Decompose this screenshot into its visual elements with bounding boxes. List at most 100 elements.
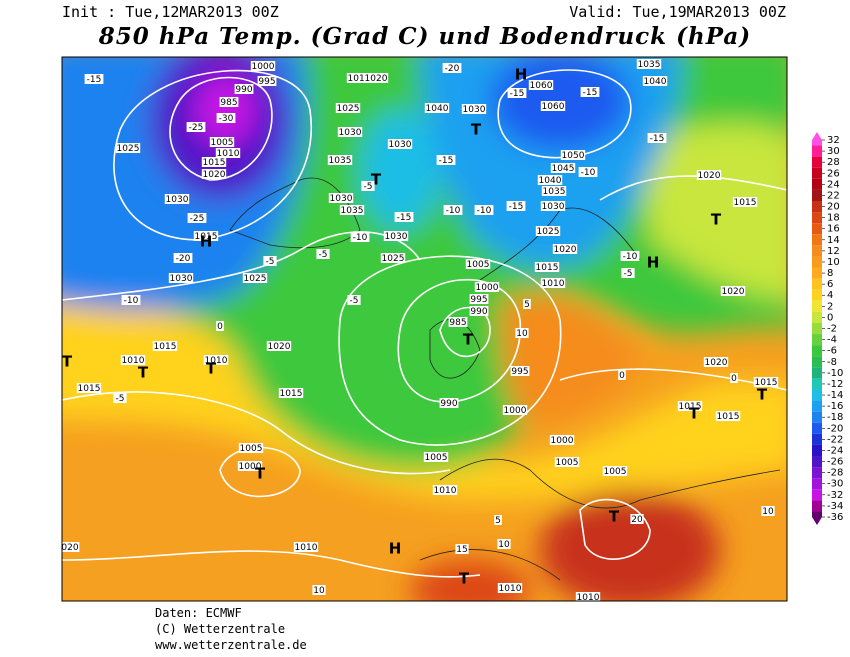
contour-label: -20	[445, 64, 460, 74]
label-box	[465, 259, 491, 269]
scale-swatch	[812, 311, 822, 323]
pressure-center-letter: T	[757, 386, 768, 404]
scale-tick-label: 16	[827, 224, 840, 235]
contour-label: 1030	[463, 105, 486, 115]
scale-swatch	[812, 511, 822, 517]
contour-label: 1035	[341, 206, 364, 216]
scale-tick-label: 14	[827, 235, 840, 246]
map-frame	[61, 56, 788, 602]
scale-swatch	[812, 267, 822, 279]
scale-tick-label: -2	[827, 324, 837, 335]
label-box	[84, 74, 104, 84]
label-box	[730, 373, 738, 383]
label-box	[506, 201, 526, 211]
label-box	[266, 341, 292, 351]
contour-label: 1015	[755, 378, 778, 388]
contour-label: -20	[176, 254, 191, 264]
label-box	[540, 278, 566, 288]
label-box	[216, 113, 236, 123]
scale-tick-label: -20	[827, 423, 843, 434]
pressure-center-letter: T	[459, 570, 470, 588]
contour-label: 1000	[252, 62, 275, 72]
contour-label: 1025	[382, 254, 405, 264]
scale-tick-label: -22	[827, 434, 843, 445]
map-area: 1000995990985-25-30100510101015102010251…	[62, 57, 787, 601]
label-box	[387, 139, 413, 149]
color-scale: 32302826242220181614121086420-2-4-6-8-10…	[812, 132, 843, 525]
label-box	[549, 435, 575, 445]
contour-label: 1000	[239, 462, 262, 472]
contour-label: 10	[762, 507, 774, 517]
contour-label: -15	[87, 75, 102, 85]
copyright: (C) Wetterzentrale	[155, 622, 285, 636]
label-box	[621, 268, 635, 278]
contour-label: 1010	[295, 543, 318, 553]
contour-label: 1020	[203, 170, 226, 180]
label-box	[347, 295, 361, 305]
contour-label: -15	[439, 156, 454, 166]
contour-label: 1030	[389, 140, 412, 150]
label-box	[761, 506, 775, 516]
label-box	[278, 388, 304, 398]
contour-label: -5	[364, 182, 373, 192]
label-box	[642, 76, 668, 86]
label-box	[534, 262, 560, 272]
label-box	[541, 186, 567, 196]
label-box	[62, 542, 80, 552]
contour-label: 1040	[644, 77, 667, 87]
contour-label: 1030	[330, 194, 353, 204]
label-box	[201, 157, 227, 167]
scale-tick-label: 22	[827, 190, 840, 201]
contour-label: -10	[124, 296, 139, 306]
label-box	[215, 148, 241, 158]
label-box	[312, 585, 326, 595]
label-box	[469, 306, 489, 316]
contour-label: 10	[498, 540, 510, 550]
label-box	[602, 466, 628, 476]
contour-label: 1015	[195, 232, 218, 242]
contour-label: -15	[650, 134, 665, 144]
pressure-center-letter: T	[609, 508, 620, 526]
contour-label: -10	[581, 168, 596, 178]
contour-label: 1010	[217, 149, 240, 159]
pressure-center-letter: T	[206, 360, 217, 378]
label-box	[550, 163, 576, 173]
label-box	[620, 251, 640, 261]
contour-label: 0	[217, 322, 223, 332]
pressure-center-letter: T	[371, 171, 382, 189]
label-box	[696, 170, 722, 180]
label-box	[234, 84, 254, 94]
scale-tick-label: 10	[827, 257, 840, 268]
contour-label: 1000	[476, 283, 499, 293]
scale-tick-label: -36	[827, 512, 843, 523]
label-box	[115, 143, 141, 153]
contour-label: 10	[313, 586, 325, 596]
scale-swatch	[812, 334, 822, 346]
label-box	[316, 249, 330, 259]
pressure-center-letter: T	[255, 465, 266, 483]
scale-tick-label: 30	[827, 146, 840, 157]
label-box	[439, 398, 459, 408]
pressure-center-letter: T	[689, 405, 700, 423]
contour-label: 1015	[536, 263, 559, 273]
label-box	[339, 205, 365, 215]
label-box	[328, 193, 354, 203]
contour-label: 5	[495, 516, 501, 526]
label-box	[497, 583, 523, 593]
label-box	[168, 273, 194, 283]
label-box	[436, 155, 456, 165]
contour-label: 1005	[467, 260, 490, 270]
label-box	[209, 137, 235, 147]
contour-label: 5	[524, 300, 530, 310]
scale-tick-label: 6	[827, 279, 833, 290]
contour-label: 1030	[385, 232, 408, 242]
label-box	[187, 213, 207, 223]
scale-swatch	[812, 322, 822, 335]
contour-label: 1050	[562, 151, 585, 161]
label-box	[173, 253, 193, 263]
contour-label: 1030	[339, 128, 362, 138]
contour-label: 990	[470, 307, 487, 317]
label-box	[432, 485, 458, 495]
scale-swatch	[812, 156, 822, 168]
scale-tick-label: -6	[827, 346, 837, 357]
